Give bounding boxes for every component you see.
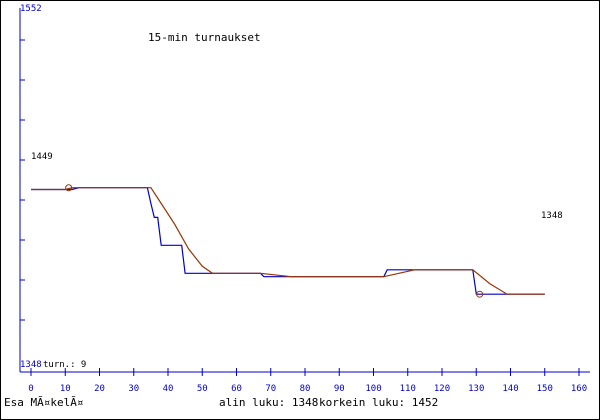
y-bottom-label: 1348	[20, 360, 42, 370]
turn-label: turn.: 9	[43, 360, 86, 370]
x-tick-label: 40	[163, 384, 174, 394]
x-tick-label: 80	[300, 384, 311, 394]
x-tick-label: 70	[265, 384, 276, 394]
series-line-brown	[31, 187, 545, 295]
footer-author: Esa MÃ¤kelÃ¤	[4, 396, 83, 409]
end-value-label: 1348	[541, 211, 563, 221]
y-top-label: 1552	[20, 4, 42, 14]
x-tick-label: 0	[28, 384, 33, 394]
x-tick-label: 90	[334, 384, 345, 394]
x-tick-label: 110	[400, 384, 416, 394]
x-tick-label: 100	[365, 384, 381, 394]
x-tick-label: 30	[128, 384, 139, 394]
footer-min-label: alin luku: 1348	[219, 396, 318, 409]
marker-layer	[65, 184, 484, 298]
x-tick-label: 50	[197, 384, 208, 394]
x-tick-label: 60	[231, 384, 242, 394]
start-value-label: 1449	[31, 152, 53, 162]
x-tick-label: 150	[537, 384, 553, 394]
x-tick-label: 120	[434, 384, 450, 394]
x-tick-label: 130	[468, 384, 484, 394]
series-layer	[31, 187, 545, 295]
chart-title: 15-min turnaukset	[148, 31, 261, 44]
series-line-blue	[31, 187, 545, 295]
data-point-marker	[476, 290, 484, 298]
footer-max-label: korkein luku: 1452	[319, 396, 438, 409]
x-ticks: 0 10 20 30 40 50 60 70 80 90 100 110 120 130 140 150 160	[28, 368, 587, 394]
data-point-marker	[65, 184, 73, 192]
x-tick-label: 10	[60, 384, 71, 394]
y-ticks	[20, 39, 25, 321]
x-tick-label: 160	[571, 384, 587, 394]
x-tick-label: 20	[94, 384, 105, 394]
x-tick-label: 140	[502, 384, 518, 394]
